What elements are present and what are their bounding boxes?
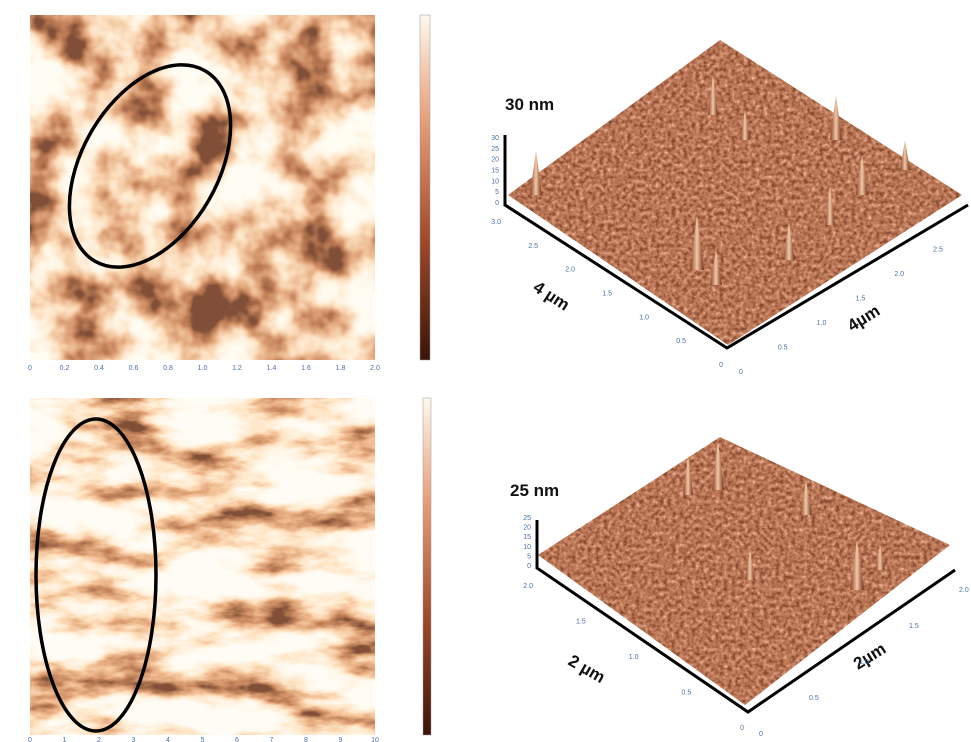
axis-tick-label: 1.0 (629, 654, 639, 661)
z-tick-label: 25 (491, 146, 499, 153)
z-tick-label: 0 (495, 200, 499, 207)
map-tick-label: 5 (201, 737, 205, 742)
axis-tick-label: 1.0 (817, 320, 827, 327)
z-tick-label: 25 (523, 515, 531, 522)
axis-tick-label: 0.5 (809, 695, 819, 702)
axis-tick-label: 2.0 (894, 271, 904, 278)
map-tick-label: 1.6 (301, 365, 311, 372)
surface-3d (508, 40, 962, 345)
highlight-ellipse (34, 417, 158, 733)
color-bar (419, 14, 431, 361)
z-tick-label: 5 (527, 553, 531, 560)
axes-3d (503, 135, 969, 350)
axis-tick-label: 2.0 (523, 583, 533, 590)
axis-tick-label: 0 (740, 725, 744, 732)
map-tick-label: 8 (304, 737, 308, 742)
axis-tick-label: 0.5 (676, 338, 686, 345)
map-tick-label: 9 (339, 737, 343, 742)
axis-tick-label: 1.5 (909, 623, 919, 630)
axis-tick-label: 1.0 (639, 314, 649, 321)
map-tick-label: 2 (97, 737, 101, 742)
axis-label: 2µm (850, 639, 889, 673)
map-tick-label: 0.8 (163, 365, 173, 372)
z-tick-label: 30 (491, 135, 499, 142)
map-tick-label: 1.8 (336, 365, 346, 372)
color-bar (422, 397, 432, 736)
map-tick-label: 3 (132, 737, 136, 742)
axes-3d (535, 520, 956, 714)
afm-map (30, 15, 375, 360)
map-tick-label: 1.4 (267, 365, 277, 372)
axis-tick-label: 0.5 (778, 345, 788, 352)
axis-tick-label: 2.0 (959, 587, 969, 594)
axis-tick-label: 0 (759, 731, 763, 738)
axis-tick-label: 2.5 (528, 243, 538, 250)
map-tick-label: 0.4 (94, 365, 104, 372)
map-tick-label: 0.6 (129, 365, 139, 372)
z-tick-label: 15 (523, 534, 531, 541)
axis-label: 4 µm (530, 277, 573, 314)
axis-tick-label: 3.0 (491, 219, 501, 226)
z-tick-label: 10 (523, 544, 531, 551)
map-tick-label: 0 (28, 365, 32, 372)
afm-map (30, 398, 375, 735)
axis-tick-label: 1.0 (859, 659, 869, 666)
z-tick-label: 20 (491, 157, 499, 164)
axis-tick-label: 1.5 (576, 619, 586, 626)
axis-tick-label: 1.5 (602, 291, 612, 298)
map-tick-label: 0 (28, 737, 32, 742)
map-tick-label: 2.0 (370, 365, 380, 372)
map-tick-label: 7 (270, 737, 274, 742)
z-tick-label: 10 (491, 178, 499, 185)
map-tick-label: 0.2 (60, 365, 70, 372)
axis-tick-label: 0 (739, 369, 743, 376)
axis-tick-label: 2.0 (565, 267, 575, 274)
axis-tick-label: 1.5 (856, 296, 866, 303)
height-label: 25 nm (510, 481, 559, 500)
surface-3d (538, 437, 950, 705)
axis-label: 4µm (844, 301, 883, 335)
z-tick-label: 15 (491, 168, 499, 175)
height-label: 30 nm (505, 95, 554, 114)
map-tick-label: 6 (235, 737, 239, 742)
axis-tick-label: 0.5 (682, 690, 692, 697)
axis-label: 2 µm (565, 651, 608, 687)
z-tick-label: 5 (495, 189, 499, 196)
z-tick-label: 20 (523, 525, 531, 532)
map-tick-label: 10 (371, 737, 379, 742)
surface-peaks (530, 75, 910, 285)
highlight-ellipse (67, 63, 233, 269)
surface-peaks (683, 440, 885, 590)
map-tick-label: 1 (63, 737, 67, 742)
labels: 30 nm 4 µm 4µm 0 0.2 0.4 0.6 0.8 1.0 1.2 1.4 1.6 1.8… (28, 95, 969, 742)
z-tick-label: 0 (527, 563, 531, 570)
map-tick-label: 1.0 (198, 365, 208, 372)
map-tick-label: 4 (166, 737, 170, 742)
axis-tick-label: 0 (719, 362, 723, 369)
map-tick-label: 1.2 (232, 365, 242, 372)
axis-tick-label: 2.5 (933, 247, 943, 254)
